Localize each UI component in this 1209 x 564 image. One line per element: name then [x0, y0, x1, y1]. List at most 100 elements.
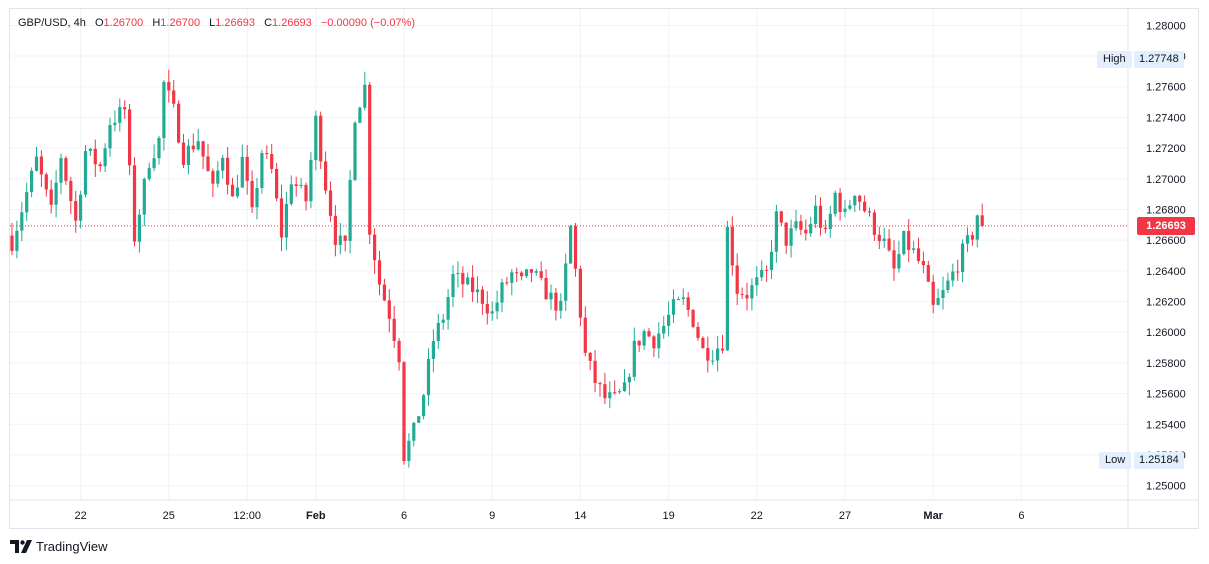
candle-body	[230, 184, 235, 197]
candle-up	[358, 106, 362, 123]
candle-up	[412, 421, 416, 447]
candle-body	[461, 272, 465, 285]
price-tick-label: 1.26200	[1146, 297, 1186, 309]
candle-body	[956, 271, 960, 273]
interval-label[interactable]: 4h	[73, 17, 86, 29]
symbol-name[interactable]: GBP/USD	[18, 17, 68, 29]
low-marker-value: 1.25184	[1134, 452, 1184, 469]
candle-up	[284, 191, 288, 251]
candle-body	[30, 170, 34, 193]
candle-body	[750, 285, 754, 299]
candle-body	[975, 215, 979, 240]
candle-down	[867, 207, 872, 217]
candle-body	[363, 84, 367, 108]
candle-body	[279, 198, 284, 238]
candle-body	[882, 238, 886, 242]
candle-down	[368, 81, 372, 244]
candle-body	[735, 265, 739, 294]
candle-down	[275, 163, 279, 202]
candle-body	[667, 314, 671, 326]
candle-up	[54, 170, 58, 218]
candle-body	[412, 422, 416, 441]
candle-body	[343, 235, 347, 241]
candle-body	[250, 180, 254, 208]
candle-body	[622, 382, 627, 392]
candle-down	[858, 194, 862, 211]
candle-body	[725, 226, 729, 351]
time-tick-label: 25	[163, 510, 175, 522]
candle-body	[696, 326, 700, 338]
candle-down	[294, 176, 298, 197]
candle-body	[510, 272, 514, 283]
candle-body	[353, 122, 357, 180]
candle-up	[769, 240, 774, 280]
candle-body	[970, 235, 974, 240]
candle-body	[451, 273, 455, 298]
candle-body	[98, 164, 102, 167]
time-axis[interactable]: 22 25 12:00 Feb 6 9 14 19 22 27 Mar 6	[10, 499, 1198, 522]
candle-up	[671, 289, 676, 324]
candle-body	[858, 195, 862, 202]
candle-down	[265, 145, 269, 159]
candle-body	[15, 230, 19, 251]
candle-body	[838, 192, 842, 212]
candle-body	[20, 212, 24, 231]
candle-body	[54, 182, 58, 205]
candle-up	[79, 190, 83, 229]
candle-down	[613, 380, 617, 395]
candle-body	[172, 90, 176, 104]
price-tick-label: 1.27200	[1146, 143, 1186, 155]
candle-up	[676, 296, 680, 301]
candle-down	[206, 143, 210, 172]
candle-up	[456, 261, 460, 288]
candle-body	[167, 81, 171, 91]
candle-body	[235, 187, 239, 197]
candle-down	[921, 251, 925, 274]
candle-down	[515, 267, 519, 283]
candle-body	[471, 277, 475, 293]
candle-body	[466, 277, 470, 285]
candle-body	[275, 168, 279, 199]
time-tick-label: 14	[574, 510, 586, 522]
candle-body	[284, 203, 288, 238]
candle-body	[951, 271, 955, 281]
candle-up	[186, 138, 190, 175]
candle-up	[716, 336, 720, 372]
candle-body	[720, 348, 725, 351]
candle-up	[608, 381, 612, 409]
candle-down	[461, 266, 465, 298]
candle-up	[15, 220, 19, 259]
candle-up	[466, 272, 470, 286]
candle-body	[475, 289, 480, 293]
candles	[10, 69, 984, 468]
candle-up	[897, 240, 901, 273]
candle-down	[956, 259, 960, 281]
candle-body	[265, 153, 269, 155]
candle-body	[39, 156, 43, 175]
candle-body	[128, 109, 132, 166]
candle-body	[152, 158, 156, 169]
candle-body	[520, 272, 524, 277]
candle-up	[83, 145, 88, 198]
candle-up	[559, 293, 563, 319]
candle-body	[240, 156, 244, 188]
candle-body	[686, 297, 690, 310]
candle-body	[637, 340, 641, 346]
price-tick-label: 1.27000	[1146, 174, 1186, 186]
candle-down	[926, 260, 930, 283]
candle-down	[799, 214, 803, 236]
candle-up	[34, 146, 39, 172]
candle-body	[191, 145, 195, 150]
candle-down	[907, 219, 911, 263]
candle-up	[853, 195, 857, 212]
candle-body	[196, 141, 200, 150]
candle-body	[382, 284, 386, 301]
price-axis[interactable]: 1.280001.278001.276001.274001.272001.270…	[1127, 9, 1186, 528]
candle-up	[912, 240, 916, 254]
candle-body	[93, 148, 97, 165]
tradingview-logo[interactable]: TradingView	[10, 539, 108, 554]
candle-down	[201, 141, 205, 170]
low-marker-label: Low	[1099, 452, 1132, 469]
candle-body	[108, 125, 112, 149]
